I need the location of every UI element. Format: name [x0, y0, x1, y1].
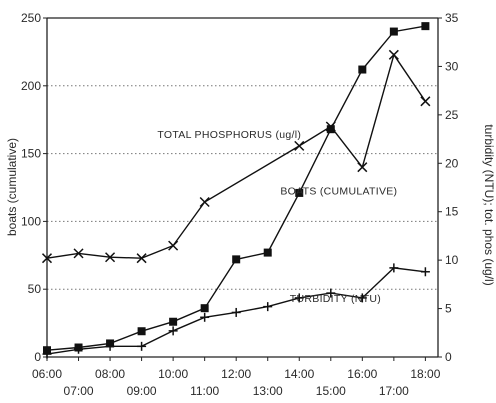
series-annotations: BOATS (CUMULATIVE) TOTAL PHOSPHORUS (ug/l…: [157, 129, 397, 305]
data-point-stroke: [357, 162, 368, 173]
data-point-stroke: [136, 253, 147, 264]
x-tick-label: 06:00: [32, 367, 62, 381]
data-point: [420, 96, 431, 107]
data-point: [358, 65, 367, 74]
data-point: [105, 252, 116, 263]
data-point-stroke: [105, 252, 116, 263]
series-turbidity-ntu: [42, 263, 430, 359]
data-point: [388, 49, 399, 60]
data-point: [389, 27, 398, 36]
data-point-stroke: [73, 248, 84, 259]
y-left-tick-label: 50: [28, 282, 42, 296]
x-tick-label: 15:00: [316, 384, 346, 398]
data-point: [294, 140, 305, 151]
series-total-phosphorus-ug-l: [41, 49, 431, 264]
data-point: [105, 341, 115, 351]
x-tick-label: 08:00: [95, 367, 125, 381]
data-point: [263, 302, 273, 312]
y-right-tick-label: 30: [445, 59, 459, 73]
y-axis-right-title: turbidity (NTU); tot. phos (ug/l): [482, 124, 496, 285]
x-tick-label: 10:00: [158, 367, 188, 381]
y-left-tick-label: 150: [21, 147, 41, 161]
data-point: [357, 162, 368, 173]
y-right-tick-label: 5: [445, 302, 452, 316]
data-point: [200, 304, 209, 313]
series-group: [41, 22, 431, 359]
x-tick-label: 17:00: [379, 384, 409, 398]
data-point: [263, 248, 272, 257]
x-tick-label: 14:00: [284, 367, 314, 381]
y-right-tick-label: 25: [445, 108, 459, 122]
data-point: [200, 312, 210, 322]
data-point: [136, 253, 147, 264]
x-tick-label: 07:00: [64, 384, 94, 398]
series-label-boats-cumulative: BOATS (CUMULATIVE): [280, 185, 397, 197]
data-point: [168, 240, 179, 251]
data-point-stroke: [388, 49, 399, 60]
y-right-tick-label: 35: [445, 11, 459, 25]
data-point: [421, 22, 430, 31]
data-point: [326, 125, 335, 134]
data-point: [232, 255, 241, 264]
axes: [43, 17, 442, 361]
data-point-stroke: [294, 140, 305, 151]
data-point: [168, 326, 178, 336]
series-label-total-phosphorus-ug-l: TOTAL PHOSPHORUS (ug/l): [157, 129, 301, 141]
data-point-stroke: [325, 121, 336, 132]
series-label-turbidity-ntu: TURBIDITY (NTU): [290, 293, 381, 305]
data-point: [325, 121, 336, 132]
data-point: [169, 317, 178, 326]
data-point: [420, 267, 430, 277]
data-point: [41, 253, 53, 264]
data-point-stroke: [41, 253, 53, 264]
data-point-stroke: [199, 196, 210, 208]
data-point: [73, 248, 84, 259]
data-point: [231, 307, 241, 317]
data-point: [137, 341, 147, 351]
x-tick-label: 09:00: [127, 384, 157, 398]
data-point: [74, 344, 84, 354]
gridlines: [47, 85, 438, 290]
data-point: [137, 327, 146, 336]
x-tick-label: 16:00: [347, 367, 377, 381]
data-point: [294, 293, 304, 303]
y-right-tick-label: 0: [445, 350, 452, 364]
y-right-tick-label: 10: [445, 253, 459, 267]
data-point-stroke: [420, 96, 431, 107]
y-axis-left-title: boats (cumulative): [5, 138, 19, 236]
x-tick-label: 11:00: [190, 384, 219, 398]
data-point: [326, 288, 336, 298]
data-point: [42, 349, 52, 359]
y-left-tick-label: 100: [21, 214, 41, 228]
y-left-tick-label: 250: [21, 11, 41, 25]
y-left-tick-label: 0: [34, 350, 41, 364]
y-left-tick-label: 200: [21, 79, 41, 93]
data-point: [357, 293, 367, 303]
x-tick-label: 12:00: [221, 367, 251, 381]
data-point-stroke: [168, 240, 179, 251]
tick-labels: 0 50 100 150 200 250 0 5 10 15 20 25 30 35 06:00 08:00 1…: [21, 11, 459, 398]
data-point: [295, 188, 304, 197]
y-right-tick-label: 15: [445, 205, 459, 219]
x-tick-label: 13:00: [253, 384, 283, 398]
data-point: [389, 263, 399, 273]
y-right-tick-label: 20: [445, 156, 459, 170]
x-tick-label: 18:00: [410, 367, 440, 381]
data-point: [199, 196, 210, 208]
